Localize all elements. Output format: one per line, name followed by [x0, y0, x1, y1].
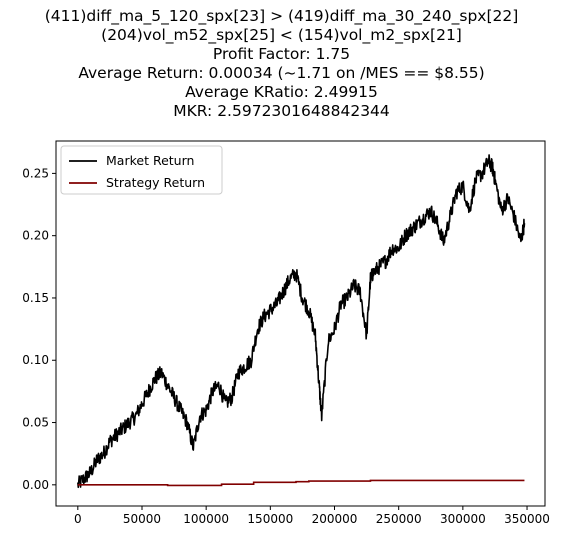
- x-axis: 0 50000 100000 150000 200000 250000 300000 3500…: [74, 506, 550, 526]
- x-tick-label: 150000: [247, 512, 293, 526]
- legend-label: Strategy Return: [106, 175, 205, 190]
- strategy-return-line: [78, 480, 525, 485]
- x-tick-label: 200000: [312, 512, 358, 526]
- series-layer: [78, 155, 525, 487]
- x-tick-label: 100000: [183, 512, 229, 526]
- x-tick-label: 250000: [376, 512, 422, 526]
- legend-label: Market Return: [106, 153, 194, 168]
- series-strategy-return: [78, 480, 525, 485]
- x-tick-label: 0: [74, 512, 82, 526]
- legend: Market Return Strategy Return: [61, 146, 222, 194]
- x-tick-label: 300000: [440, 512, 486, 526]
- y-tick-label: 0.10: [22, 353, 49, 367]
- y-tick-label: 0.20: [22, 229, 49, 243]
- y-tick-label: 0.25: [22, 166, 49, 180]
- y-tick-label: 0.05: [22, 416, 49, 430]
- y-axis: 0.00 0.05 0.10 0.15 0.20 0.25: [22, 166, 56, 491]
- series-market-return: [78, 155, 525, 487]
- market-return-line: [78, 155, 525, 487]
- x-tick-label: 50000: [123, 512, 161, 526]
- x-tick-label: 350000: [504, 512, 550, 526]
- y-tick-label: 0.15: [22, 291, 49, 305]
- y-tick-label: 0.00: [22, 478, 49, 492]
